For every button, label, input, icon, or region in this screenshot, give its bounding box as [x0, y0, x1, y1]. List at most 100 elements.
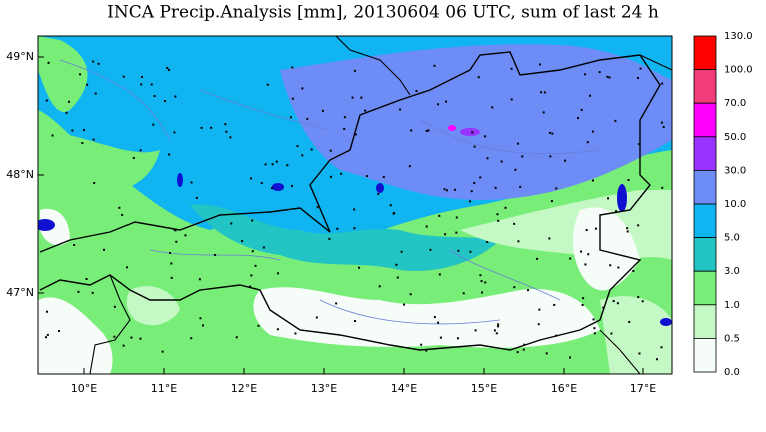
station: [184, 234, 187, 237]
station: [395, 263, 398, 266]
station: [496, 213, 499, 216]
station: [210, 126, 213, 129]
station: [584, 263, 587, 266]
legend-label: 5.0: [724, 233, 740, 244]
station: [224, 123, 227, 126]
station: [598, 71, 601, 74]
station: [444, 233, 447, 236]
station: [425, 129, 428, 132]
station: [616, 302, 619, 305]
station: [264, 163, 267, 166]
station: [45, 310, 48, 313]
station: [195, 196, 198, 199]
station: [433, 316, 436, 319]
station: [495, 332, 498, 335]
station: [433, 64, 436, 67]
station: [627, 179, 630, 182]
station: [550, 200, 553, 203]
legend-label: 70.0: [724, 98, 746, 109]
station: [564, 159, 567, 162]
station: [410, 129, 413, 132]
station: [457, 249, 460, 252]
precip-field: [38, 36, 672, 374]
station: [85, 277, 88, 280]
station: [409, 293, 412, 296]
station: [139, 337, 142, 340]
station: [538, 63, 541, 66]
station: [291, 184, 294, 187]
station: [519, 185, 522, 188]
station: [438, 214, 441, 217]
station: [608, 76, 611, 79]
station: [513, 286, 516, 289]
station: [71, 129, 74, 132]
station: [310, 148, 313, 151]
lon-label: 15°E: [471, 382, 497, 395]
station: [77, 290, 80, 293]
station: [396, 276, 399, 279]
station: [660, 121, 663, 124]
station: [79, 73, 82, 76]
station: [249, 285, 252, 288]
station: [500, 160, 503, 163]
station: [453, 188, 456, 191]
station: [479, 176, 482, 179]
station: [455, 231, 458, 234]
station: [626, 227, 629, 230]
station: [494, 186, 497, 189]
station: [538, 308, 541, 311]
station: [316, 206, 319, 209]
station: [427, 129, 430, 132]
station: [470, 190, 473, 193]
station: [199, 317, 202, 320]
lon-label: 12°E: [231, 382, 257, 395]
station: [130, 336, 133, 339]
color-legend: 130.0 100.0 70.0 50.0 30.0 10.0 5.0 3.0 1.0 0.5 0.…: [693, 31, 753, 378]
station: [294, 332, 297, 335]
station: [473, 182, 476, 185]
map-frame: [37, 35, 673, 375]
station: [161, 350, 164, 353]
station: [170, 262, 173, 265]
station: [569, 356, 572, 359]
station: [445, 189, 448, 192]
station: [493, 329, 496, 332]
station: [484, 135, 487, 138]
station: [486, 241, 489, 244]
station: [51, 134, 54, 137]
lon-label: 10°E: [71, 382, 97, 395]
station: [266, 83, 269, 86]
legend-label: 50.0: [724, 132, 746, 143]
station: [549, 155, 552, 158]
station: [202, 324, 205, 327]
station: [241, 240, 244, 243]
lon-label: 11°E: [151, 382, 177, 395]
station: [609, 264, 612, 267]
station: [555, 334, 558, 337]
station: [358, 266, 361, 269]
station: [336, 227, 339, 230]
station: [173, 228, 176, 231]
station: [543, 91, 546, 94]
station: [382, 176, 385, 179]
station: [496, 325, 499, 328]
station: [523, 343, 526, 346]
station: [548, 237, 551, 240]
station: [521, 155, 524, 158]
station: [403, 303, 406, 306]
station: [537, 323, 540, 326]
station: [377, 192, 380, 195]
station: [353, 227, 356, 230]
station: [555, 187, 558, 190]
station: [353, 69, 356, 72]
station: [351, 96, 354, 99]
station: [270, 187, 273, 190]
station: [479, 274, 482, 277]
legend-swatch: [693, 237, 717, 272]
station: [353, 208, 356, 211]
station: [235, 336, 238, 339]
station: [545, 352, 548, 355]
station: [166, 67, 169, 70]
station: [456, 337, 459, 340]
